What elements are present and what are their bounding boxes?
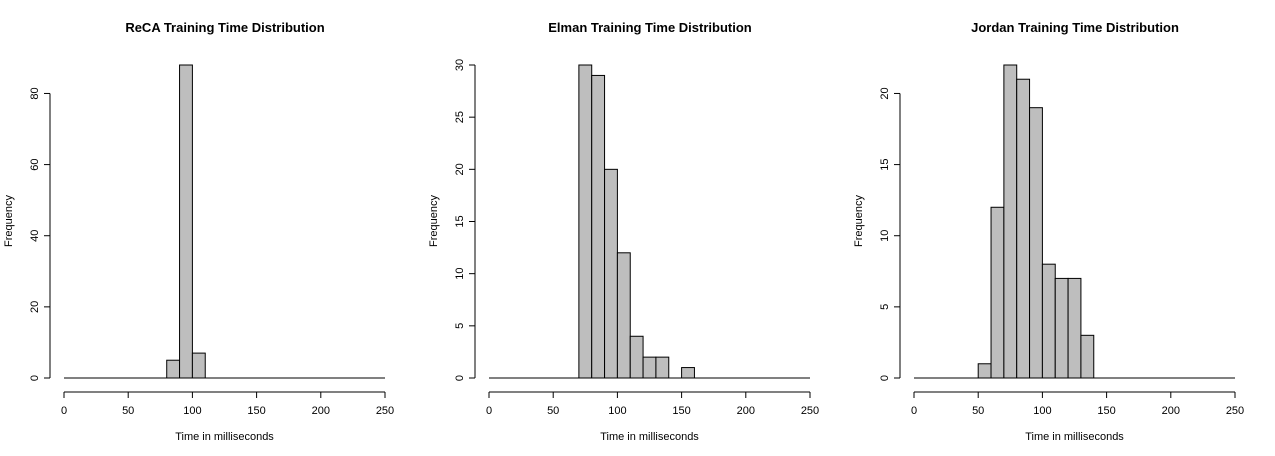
histogram-bar [642,356,657,379]
y-tick-label: 20 [879,87,891,99]
x-tick-label: 150 [247,405,265,417]
x-tick-label: 0 [486,405,492,417]
x-axis-label: Time in milliseconds [1025,431,1124,443]
chart-title: ReCA Training Time Distribution [125,20,324,35]
y-tick-label: 5 [879,304,891,310]
y-tick-label: 30 [454,59,466,71]
histogram-bar [655,356,670,379]
y-tick-label: 60 [29,158,41,170]
y-tick-label: 5 [454,323,466,329]
y-tick-label: 0 [454,375,466,381]
x-tick-label: 50 [122,405,134,417]
y-tick-label: 20 [454,163,466,175]
x-tick-label: 250 [376,405,394,417]
histogram-bar [1016,78,1031,379]
histogram-bar [166,359,181,379]
chart-panel-1: ReCA Training Time Distribution 0 50 100 150… [3,20,394,443]
histogram-bar [1054,277,1069,379]
x-tick-label: 250 [1226,405,1244,417]
x-tick-label: 0 [61,405,67,417]
histogram-bar [179,64,193,379]
y-tick-label: 10 [454,268,466,280]
y-tick-label: 40 [29,230,41,242]
y-axis-label: Frequency [428,195,440,247]
histogram-bar [1003,64,1018,379]
x-tick-label: 100 [1033,405,1051,417]
x-tick-label: 0 [911,405,917,417]
histogram-bar [1080,334,1095,379]
x-tick-label: 100 [183,405,201,417]
histogram-bar [604,168,618,379]
y-tick-label: 0 [29,375,41,381]
y-tick-label: 10 [879,230,891,242]
histogram-bar [681,367,695,379]
y-axis-label: Frequency [3,195,15,247]
y-axis-label: Frequency [853,195,865,247]
x-tick-label: 100 [608,405,626,417]
chart-title: Jordan Training Time Distribution [971,20,1179,35]
y-tick-label: 0 [879,375,891,381]
y-tick-label: 25 [454,111,466,123]
y-tick-label: 80 [29,87,41,99]
x-tick-label: 200 [1162,405,1180,417]
histogram-bar [591,74,606,379]
y-tick-label: 20 [29,301,41,313]
histogram-bar [1041,263,1056,379]
x-tick-label: 50 [972,405,984,417]
x-tick-label: 50 [547,405,559,417]
x-tick-label: 250 [801,405,819,417]
histogram-bar [1067,277,1082,379]
x-tick-label: 150 [672,405,690,417]
chart-title: Elman Training Time Distribution [548,20,752,35]
histogram-bar [977,363,992,379]
histogram-bar [990,206,1005,379]
histogram-bar [578,64,593,379]
x-tick-label: 200 [312,405,330,417]
x-axis-label: Time in milliseconds [600,431,699,443]
histogram-bar [191,352,206,379]
histogram-bar [616,252,631,379]
histogram-bar [1029,107,1043,379]
y-tick-label: 15 [454,215,466,227]
x-tick-label: 200 [737,405,755,417]
histogram-bar [629,335,644,379]
y-tick-label: 15 [879,158,891,170]
x-axis-label: Time in milliseconds [175,431,274,443]
x-tick-label: 150 [1097,405,1115,417]
